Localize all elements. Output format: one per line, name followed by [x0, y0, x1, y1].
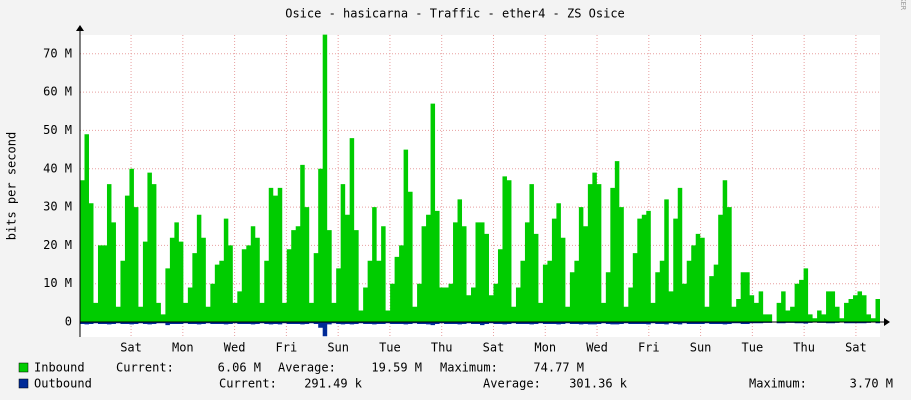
marks: [80, 34, 880, 337]
watermark: RRDTOOL / TOBI OETIKER: [899, 0, 907, 11]
x-tick-label: Mon: [172, 341, 194, 355]
x-tick-label: Sun: [690, 341, 712, 355]
area: [80, 34, 880, 323]
x-tick-label: Thu: [431, 341, 453, 355]
x-tick-label: Thu: [793, 341, 815, 355]
chart-title: Osice - hasicarna - Traffic - ether4 - Z…: [285, 7, 625, 21]
legend-stat-label: Maximum:: [440, 361, 498, 375]
legend-stat-label: Current:: [219, 377, 277, 391]
legend-swatch: [18, 362, 29, 373]
legend-stat-value: 74.77 M: [533, 361, 584, 375]
y-tick-label: 30 M: [43, 200, 72, 214]
x-tick-label: Mon: [534, 341, 556, 355]
y-axis-label: bits per second: [5, 132, 19, 240]
y-tick-label: 40 M: [43, 161, 72, 175]
x-tick-label: Sun: [327, 341, 349, 355]
y-tick-label: 10 M: [43, 276, 72, 290]
legend-stat-value: 6.06 M: [218, 361, 261, 375]
x-tick-label: Tue: [742, 341, 764, 355]
legend-stat-label: Average:: [278, 361, 336, 375]
legend-label: Inbound: [34, 361, 85, 375]
y-tick-label: 20 M: [43, 238, 72, 252]
legend-stat-value: 291.49 k: [304, 377, 363, 391]
y-tick-label: 0: [65, 315, 72, 329]
area: [80, 322, 880, 337]
x-tick-label: Wed: [586, 341, 608, 355]
legend-stat-label: Average:: [483, 377, 541, 391]
legend-stat-label: Current:: [116, 361, 174, 375]
legend-stat-value: 3.70 M: [850, 377, 893, 391]
legend-stat-value: 301.36 k: [569, 377, 628, 391]
legend-label: Outbound: [34, 377, 92, 391]
legend-stat-label: Maximum:: [749, 377, 807, 391]
y-tick-label: 50 M: [43, 123, 72, 137]
y-tick-label: 70 M: [43, 46, 72, 60]
legend: Inbound Current: 6.06 M Average: 19.59 M Maxi…: [18, 361, 893, 391]
x-tick-label: Fri: [276, 341, 298, 355]
y-tick-label: 60 M: [43, 85, 72, 99]
x-tick-label: Sat: [845, 341, 867, 355]
legend-swatch: [18, 378, 29, 389]
axes: [76, 25, 890, 337]
x-tick-label: Sat: [120, 341, 142, 355]
y-axis-arrow: [76, 25, 84, 31]
x-axis-arrow: [884, 318, 890, 326]
x-tick-label: Tue: [379, 341, 401, 355]
x-tick-label: Sat: [483, 341, 505, 355]
x-tick-label: Wed: [224, 341, 246, 355]
grid: 0 10 M 20 M 30 M 40 M 50 M 60 M 70 M Sat Mon Wed Fr…: [43, 35, 880, 355]
x-tick-label: Fri: [638, 341, 660, 355]
legend-stat-value: 19.59 M: [371, 361, 422, 375]
